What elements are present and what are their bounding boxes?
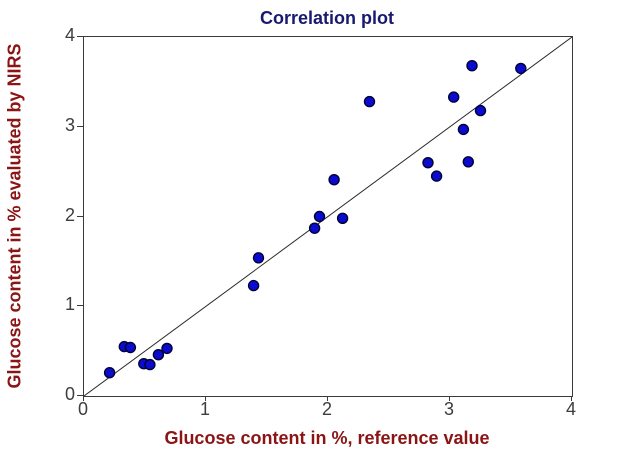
y-tick-label: 4 xyxy=(64,25,75,45)
data-point xyxy=(422,156,434,169)
y-tick-label: 2 xyxy=(64,204,75,225)
data-point xyxy=(515,62,527,75)
scatter-canvas xyxy=(84,37,572,396)
data-point xyxy=(308,222,321,234)
y-tick-mark xyxy=(77,125,83,127)
x-tick-mark xyxy=(205,396,206,401)
y-tick-mark xyxy=(77,215,83,217)
data-point xyxy=(457,123,470,136)
y-tick-mark xyxy=(77,305,83,307)
data-point xyxy=(152,349,165,361)
plot-area xyxy=(83,36,573,397)
data-point xyxy=(124,341,137,354)
x-tick-label: 2 xyxy=(321,399,332,419)
data-point xyxy=(161,342,173,355)
y-tick-label: 1 xyxy=(64,294,75,315)
data-point xyxy=(144,358,156,371)
data-point xyxy=(103,367,116,379)
x-tick-label: 4 xyxy=(565,399,576,419)
y-tick-mark xyxy=(77,395,83,396)
data-point xyxy=(336,212,349,225)
x-tick-label: 0 xyxy=(77,399,88,419)
x-tick-mark xyxy=(327,396,328,401)
x-tick-label: 3 xyxy=(443,399,454,419)
data-point xyxy=(328,173,340,186)
y-axis-label: Glucose content in % evaluated by NIRS xyxy=(4,43,25,389)
data-point xyxy=(462,156,474,168)
data-point xyxy=(252,252,265,264)
y-tick-mark xyxy=(77,36,83,37)
data-point xyxy=(466,60,478,72)
y-tick-label: 0 xyxy=(64,384,75,404)
data-point xyxy=(448,91,460,103)
chart-title: Correlation plot xyxy=(260,8,394,28)
data-point xyxy=(474,104,487,117)
data-point xyxy=(430,170,443,182)
x-axis-label: Glucose content in %, reference value xyxy=(164,428,490,448)
identity-line xyxy=(84,37,572,396)
y-tick-label: 3 xyxy=(64,114,75,135)
x-tick-mark xyxy=(449,396,450,401)
data-point xyxy=(247,279,260,292)
x-tick-mark xyxy=(571,396,572,401)
x-tick-label: 1 xyxy=(199,399,210,419)
x-tick-mark xyxy=(83,396,84,401)
data-point xyxy=(313,210,326,223)
data-point xyxy=(363,95,376,108)
